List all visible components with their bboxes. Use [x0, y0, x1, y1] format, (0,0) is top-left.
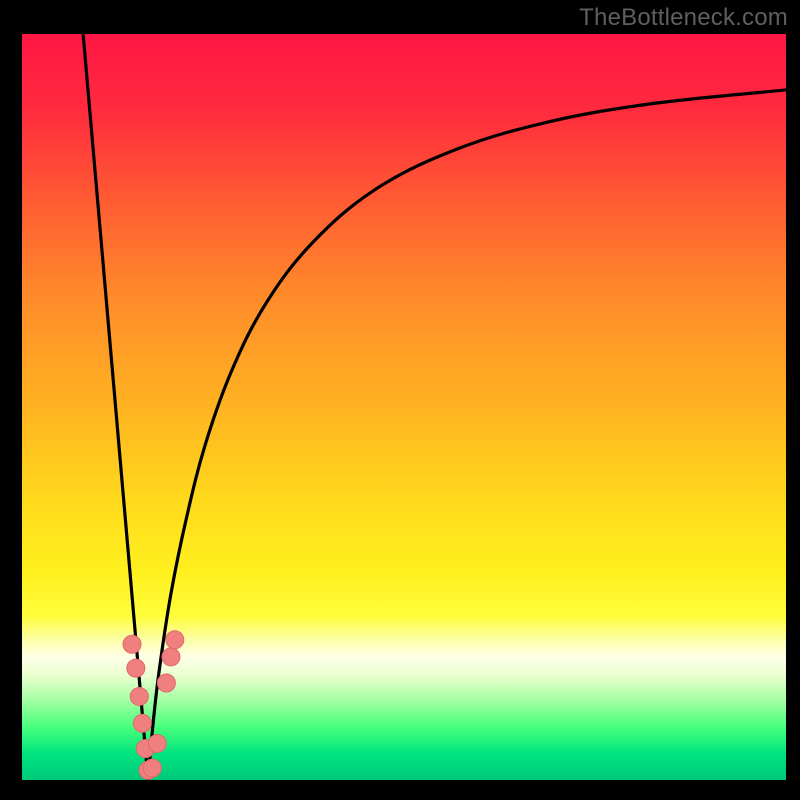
chart-container: TheBottleneck.com: [0, 0, 800, 800]
frame-border-left: [0, 0, 22, 800]
frame-border-right: [786, 0, 800, 800]
data-marker: [148, 734, 166, 752]
watermark-text: TheBottleneck.com: [579, 4, 788, 32]
frame-border-bottom: [0, 780, 800, 800]
data-marker: [133, 714, 151, 732]
data-marker: [162, 648, 180, 666]
data-marker: [143, 759, 161, 777]
data-marker: [127, 659, 145, 677]
data-marker: [166, 631, 184, 649]
data-marker: [123, 635, 141, 653]
data-marker: [157, 674, 175, 692]
bottleneck-chart: [0, 0, 800, 800]
data-marker: [130, 687, 148, 705]
